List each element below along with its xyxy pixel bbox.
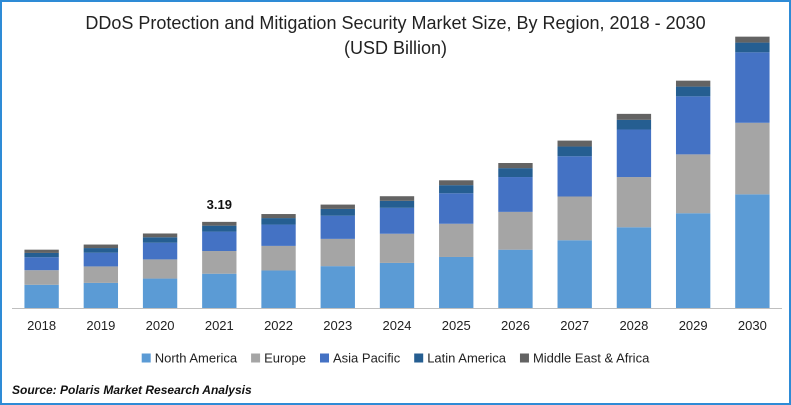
x-tick-label: 2026 — [501, 318, 530, 333]
bar-2027-north-america — [557, 240, 592, 308]
bar-2024-latin-america — [379, 200, 415, 208]
bar-2023-latin-america — [320, 208, 355, 216]
bar-2027-asia-pacific — [557, 156, 592, 197]
bar-2020-latin-america — [142, 237, 178, 243]
x-tick-label: 2021 — [205, 318, 234, 333]
bar-2020-north-america — [142, 278, 178, 308]
legend-label: Middle East & Africa — [533, 351, 650, 366]
bar-2019-middle-east-africa — [83, 244, 119, 249]
legend-swatch — [141, 353, 151, 363]
bar-2024-middle-east-africa — [379, 196, 415, 201]
bar-2018-latin-america — [24, 252, 59, 258]
bar-2029-latin-america — [675, 86, 711, 97]
bar-2030-middle-east-africa — [735, 36, 770, 43]
bar-2026-middle-east-africa — [498, 163, 533, 169]
bar-2024-europe — [379, 233, 415, 263]
bar-2020-asia-pacific — [142, 242, 178, 260]
bar-2020-europe — [142, 259, 178, 279]
bar-2026-asia-pacific — [498, 177, 533, 212]
bar-2019-north-america — [83, 282, 119, 308]
bar-2020-middle-east-africa — [142, 233, 178, 238]
bar-2022-middle-east-africa — [261, 214, 296, 219]
legend-swatch — [251, 353, 261, 363]
legend-swatch — [519, 353, 529, 363]
bar-2022-latin-america — [261, 218, 296, 225]
bar-2018-north-america — [24, 284, 59, 308]
x-tick-label: 2020 — [146, 318, 175, 333]
bar-2028-north-america — [616, 227, 652, 308]
bar-2028-latin-america — [616, 119, 652, 130]
bar-2018-europe — [24, 270, 59, 285]
bar-2027-latin-america — [557, 146, 592, 157]
x-tick-label: 2028 — [619, 318, 648, 333]
annotations-group: 3.19 — [207, 197, 232, 212]
bar-2024-asia-pacific — [379, 207, 415, 234]
bar-2025-asia-pacific — [439, 193, 474, 224]
x-tick-labels: 2018 2019 2020 2021 2022 2023 2024 2025 2026 2027… — [27, 318, 767, 333]
bar-2021-middle-east-africa — [202, 221, 237, 226]
bar-2021-europe — [202, 251, 237, 274]
x-tick-label: 2022 — [264, 318, 293, 333]
bar-2028-middle-east-africa — [616, 113, 652, 120]
x-tick-label: 2023 — [323, 318, 352, 333]
bar-2025-latin-america — [439, 185, 474, 194]
bar-2029-europe — [675, 154, 711, 214]
bar-2023-north-america — [320, 266, 355, 308]
legend-swatch — [414, 353, 424, 363]
x-tick-label: 2029 — [679, 318, 708, 333]
bar-2019-europe — [83, 266, 119, 283]
bar-2023-middle-east-africa — [320, 204, 355, 209]
bar-2029-north-america — [675, 213, 711, 308]
x-tick-label: 2024 — [383, 318, 412, 333]
x-tick-label: 2030 — [738, 318, 767, 333]
bar-2027-europe — [557, 196, 592, 241]
bar-2022-europe — [261, 245, 296, 271]
chart-title: DDoS Protection and Mitigation Security … — [85, 13, 706, 33]
legend: North America Europe Asia Pacific Latin Ame… — [141, 351, 650, 366]
chart-subtitle: (USD Billion) — [343, 38, 448, 58]
bar-2018-asia-pacific — [24, 257, 59, 271]
legend-label: Europe — [264, 351, 306, 366]
bar-2028-asia-pacific — [616, 129, 652, 178]
bar-2023-europe — [320, 238, 355, 267]
bar-2023-asia-pacific — [320, 215, 355, 239]
legend-label: North America — [155, 351, 238, 366]
bar-2024-north-america — [379, 262, 415, 308]
bar-2019-asia-pacific — [83, 252, 119, 267]
bar-2026-europe — [498, 211, 533, 250]
data-label: 3.19 — [207, 197, 232, 212]
bar-2030-north-america — [735, 194, 770, 308]
bar-2029-middle-east-africa — [675, 80, 711, 87]
bar-2029-asia-pacific — [675, 96, 711, 155]
bar-2025-north-america — [439, 256, 474, 308]
bar-2026-north-america — [498, 249, 533, 308]
bar-2030-europe — [735, 122, 770, 195]
bar-2027-middle-east-africa — [557, 140, 592, 147]
x-tick-label: 2025 — [442, 318, 471, 333]
legend-label: Latin America — [427, 351, 507, 366]
bar-2025-middle-east-africa — [439, 180, 474, 186]
legend-label: Asia Pacific — [333, 351, 401, 366]
bar-2026-latin-america — [498, 168, 533, 178]
source-note: Source: Polaris Market Research Analysis — [12, 383, 252, 397]
bar-2022-north-america — [261, 270, 296, 308]
bar-2018-middle-east-africa — [24, 249, 59, 253]
bar-2021-latin-america — [202, 225, 237, 232]
bar-2030-asia-pacific — [735, 52, 770, 123]
legend-swatch — [320, 353, 329, 363]
x-tick-label: 2019 — [86, 318, 115, 333]
bar-2025-europe — [439, 223, 474, 257]
bar-2028-europe — [616, 177, 652, 228]
bar-2021-asia-pacific — [202, 231, 237, 252]
bars-group — [24, 36, 770, 308]
bar-2022-asia-pacific — [261, 224, 296, 246]
x-tick-label: 2027 — [560, 318, 589, 333]
x-tick-label: 2018 — [27, 318, 56, 333]
bar-2019-latin-america — [83, 248, 119, 253]
bar-2030-latin-america — [735, 42, 770, 53]
bar-2021-north-america — [202, 273, 237, 308]
